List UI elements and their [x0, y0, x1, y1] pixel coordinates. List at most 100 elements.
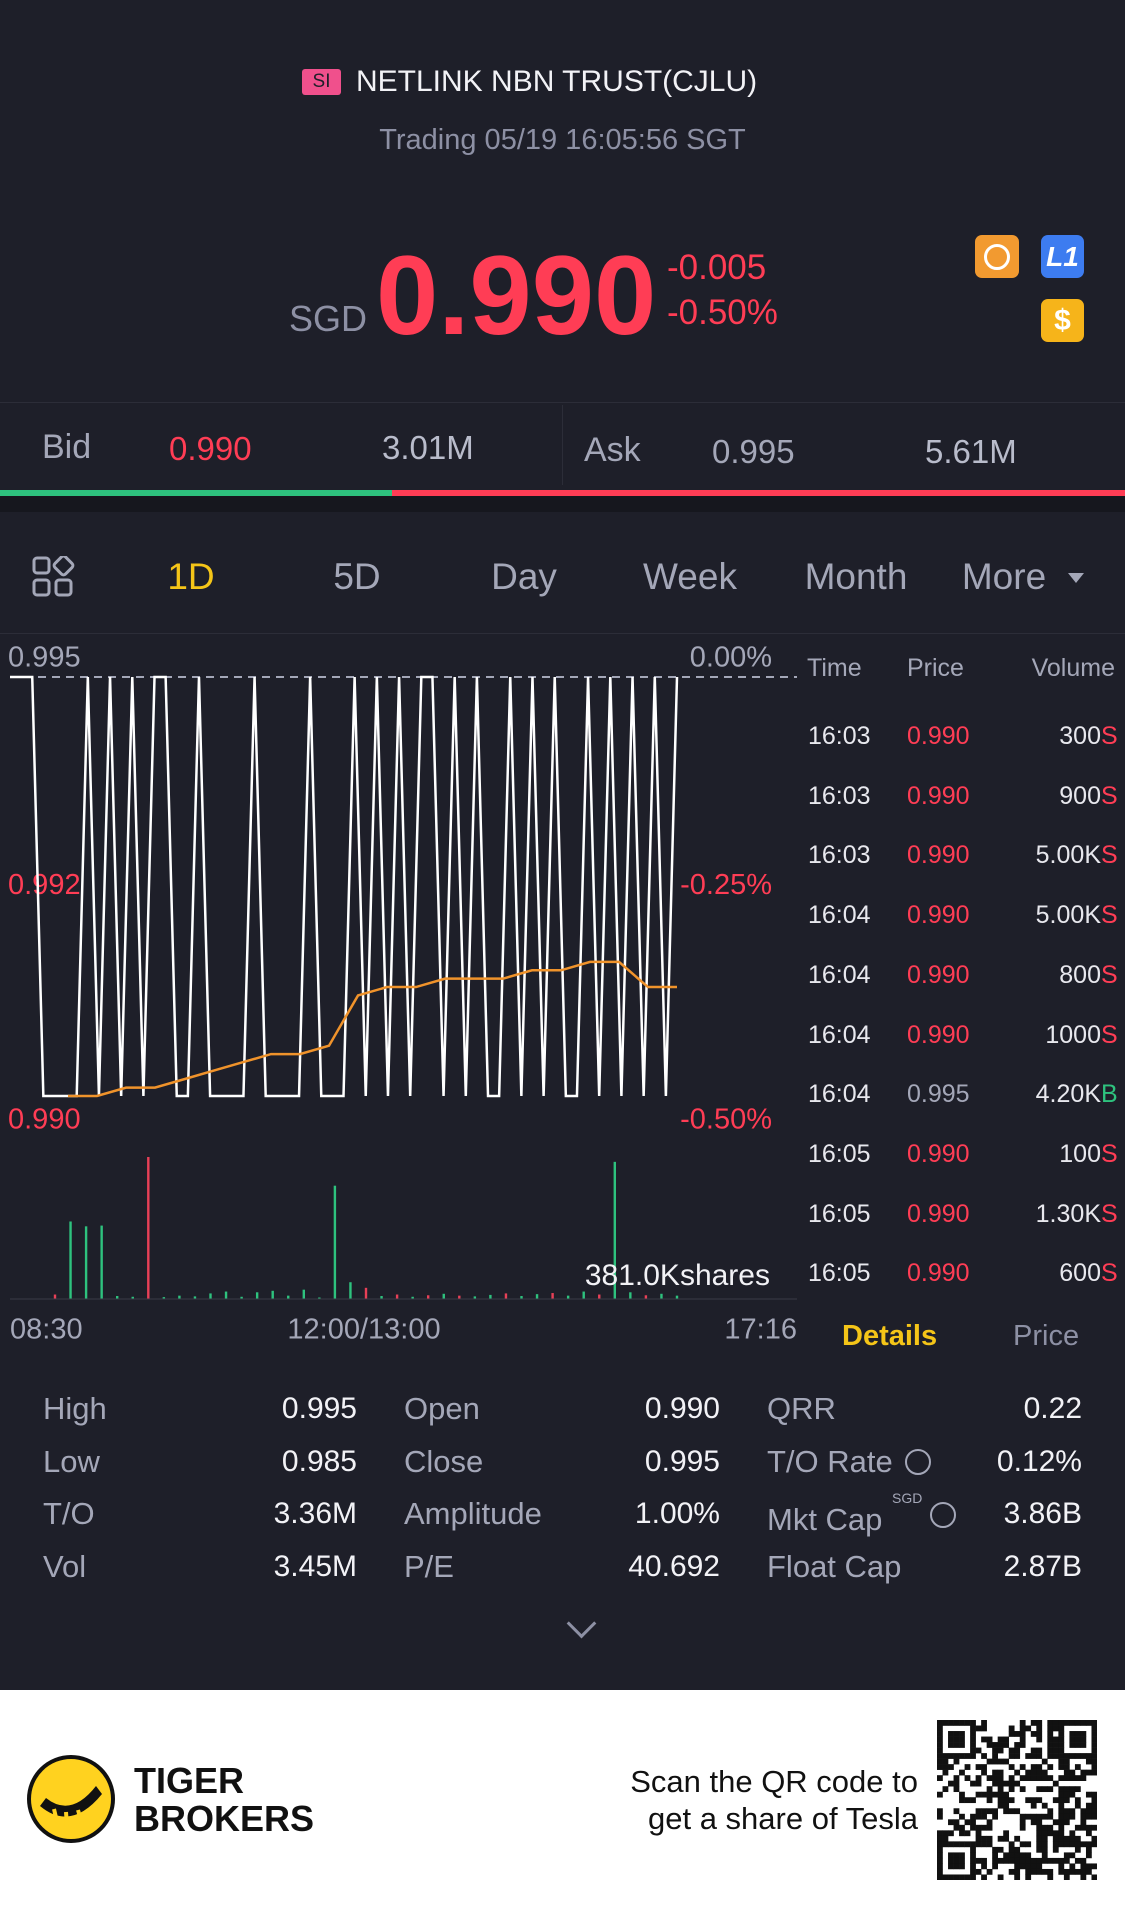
qr-module: [937, 1753, 943, 1759]
qr-module: [948, 1764, 954, 1770]
qr-module: [948, 1874, 954, 1880]
qr-module: [1041, 1769, 1048, 1776]
qr-module: [1036, 1747, 1043, 1754]
qr-module: [964, 1841, 971, 1848]
volume-bar: [364, 1287, 368, 1299]
qr-module: [1063, 1852, 1070, 1859]
stats-chevron[interactable]: [566, 1608, 597, 1639]
grid-icon[interactable]: [32, 556, 76, 598]
volume-bar: [131, 1296, 134, 1299]
qr-module: [975, 1813, 982, 1820]
qr-module: [1063, 1791, 1070, 1798]
qr-module: [1085, 1824, 1092, 1831]
qr-module: [1080, 1775, 1087, 1781]
period-tab[interactable]: Week: [643, 556, 737, 597]
bidask-separator: [562, 405, 563, 485]
qr-module: [1019, 1775, 1026, 1781]
period-tab[interactable]: More: [961, 556, 1047, 597]
qr-module: [975, 1764, 982, 1770]
qr-module: [1058, 1797, 1065, 1804]
qr-module: [981, 1753, 987, 1759]
badge: [302, 69, 341, 95]
detail-tab[interactable]: Details: [842, 1320, 938, 1352]
trade-time: 16:05: [808, 1199, 871, 1228]
qr-module: [1041, 1846, 1048, 1853]
qr-module: [1074, 1857, 1081, 1864]
qr-module: [1008, 1808, 1015, 1815]
qr-module: [1091, 1720, 1097, 1726]
qr-module: [1003, 1742, 1010, 1748]
qr-module: [1041, 1758, 1048, 1765]
qr-module: [1036, 1819, 1043, 1826]
ban-icon[interactable]: [975, 235, 1019, 278]
qr-module: [959, 1791, 965, 1798]
qr-module: [937, 1868, 943, 1875]
qr-module: [1025, 1863, 1032, 1870]
qr-module: [1041, 1841, 1048, 1848]
info-icon[interactable]: [905, 1449, 931, 1475]
trade-volume: 5.00K: [1035, 841, 1101, 870]
qr-module: [948, 1857, 954, 1864]
period-tab[interactable]: Day: [491, 556, 557, 597]
trade-volume: 600: [1059, 1259, 1101, 1288]
qr-module: [1058, 1835, 1065, 1842]
qr-module: [1030, 1775, 1037, 1781]
qr-module: [992, 1846, 998, 1853]
period-tab[interactable]: 5D: [333, 556, 381, 597]
qr-module: [970, 1824, 976, 1831]
qr-module: [1058, 1813, 1065, 1820]
qr-module: [959, 1874, 965, 1880]
stat-value: 0.12%: [996, 1444, 1082, 1478]
qr-module: [1069, 1830, 1076, 1837]
qr-module: [1080, 1824, 1087, 1831]
period-tab[interactable]: Month: [804, 556, 908, 597]
qr-module: [1063, 1874, 1070, 1880]
volume-bar: [660, 1293, 663, 1299]
volume-bar: [551, 1293, 554, 1299]
trade-side: S: [1101, 1020, 1118, 1049]
qr-module: [1014, 1863, 1021, 1870]
qr-module: [981, 1857, 987, 1864]
qr-module: [1041, 1852, 1048, 1859]
qr-module: [1036, 1830, 1043, 1837]
stat-value: 3.45M: [273, 1549, 357, 1583]
qr-module: [986, 1841, 993, 1848]
volume-bar: [442, 1293, 445, 1299]
ask-label: Ask: [584, 431, 641, 469]
qr-module: [1041, 1813, 1048, 1820]
qr-module: [970, 1747, 976, 1754]
bid-price: 0.990: [169, 430, 252, 467]
ban-ring: [984, 244, 1010, 270]
qr-module: [1085, 1868, 1092, 1875]
qr-module: [1085, 1846, 1092, 1853]
qr-module: [997, 1736, 1004, 1743]
qr-module: [959, 1731, 965, 1737]
qr-module: [997, 1802, 1004, 1809]
qr-module: [975, 1830, 982, 1837]
qr-module: [1047, 1742, 1054, 1748]
qr-module: [1063, 1753, 1070, 1759]
qr-module: [1080, 1819, 1087, 1826]
qr-module: [1014, 1846, 1021, 1853]
qr-module: [948, 1736, 954, 1743]
period-tab[interactable]: 1D: [167, 556, 215, 597]
stat-label: Open: [404, 1391, 480, 1426]
detail-tab[interactable]: Price: [1013, 1320, 1080, 1352]
x-tick-label: 17:16: [724, 1314, 797, 1340]
qr-module: [1085, 1852, 1092, 1859]
level-icon[interactable]: L1: [1041, 235, 1084, 278]
qr-module: [1014, 1874, 1021, 1880]
qr-module: [1074, 1824, 1081, 1831]
info-icon[interactable]: [930, 1502, 956, 1528]
qr-module: [937, 1731, 943, 1737]
money-icon[interactable]: $: [1041, 299, 1084, 342]
volume-bar: [582, 1291, 585, 1299]
qr-module: [937, 1736, 943, 1743]
qr-module: [1036, 1863, 1043, 1870]
qr-module: [1030, 1764, 1037, 1770]
volume-bar: [349, 1282, 352, 1299]
trade-column-header: Price: [907, 654, 964, 682]
qr-module: [953, 1852, 960, 1859]
qr-module: [1058, 1857, 1065, 1864]
